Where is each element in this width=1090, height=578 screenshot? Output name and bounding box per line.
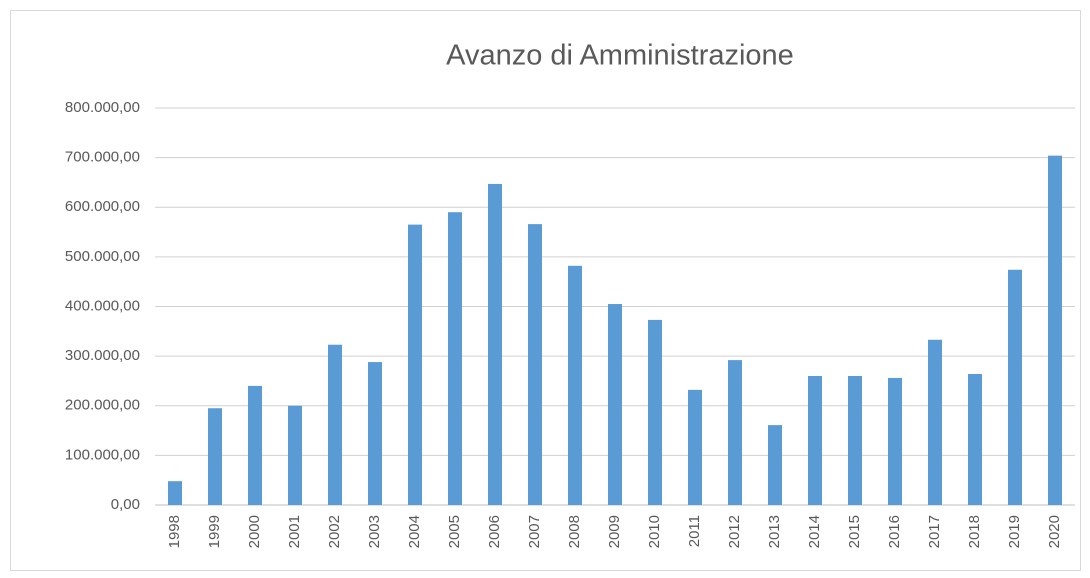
x-tick-label: 2006 (486, 515, 503, 548)
x-tick-label: 2000 (246, 515, 263, 548)
x-tick-label: 2018 (966, 515, 983, 548)
bar (1048, 155, 1062, 505)
bar (808, 375, 822, 505)
y-tick-label: 0,00 (111, 496, 140, 513)
bar (608, 304, 622, 505)
y-tick-label: 700.000,00 (65, 149, 140, 166)
x-tick-label: 2001 (286, 515, 303, 548)
y-tick-label: 500.000,00 (65, 248, 140, 265)
bar (648, 319, 662, 505)
bar (688, 389, 702, 505)
x-tick-label: 2010 (646, 515, 663, 548)
x-tick-label: 2009 (606, 515, 623, 548)
x-tick-label: 2007 (526, 515, 543, 548)
x-tick-label: 2016 (886, 515, 903, 548)
bar (768, 425, 782, 505)
bar (168, 481, 182, 505)
bar (568, 265, 582, 505)
bar (1008, 269, 1022, 505)
x-tick-label: 2013 (766, 515, 783, 548)
y-tick-label: 300.000,00 (65, 347, 140, 364)
x-tick-label: 2003 (366, 515, 383, 548)
y-tick-label: 200.000,00 (65, 397, 140, 414)
x-tick-label: 2004 (406, 515, 423, 548)
bar (248, 385, 262, 505)
x-tick-label: 2008 (566, 515, 583, 548)
chart-title: Avanzo di Amministrazione (446, 40, 794, 72)
x-tick-label: 2012 (726, 515, 743, 548)
bar (888, 377, 902, 505)
bar (408, 224, 422, 505)
y-tick-label: 800.000,00 (65, 99, 140, 116)
bar (288, 405, 302, 505)
bar (928, 339, 942, 505)
bar (488, 183, 502, 505)
x-tick-label: 2002 (326, 515, 343, 548)
x-tick-label: 2020 (1046, 515, 1063, 548)
bar (328, 344, 342, 505)
x-tick-label: 2014 (806, 515, 823, 548)
bar (728, 360, 742, 505)
y-tick-label: 100.000,00 (65, 446, 140, 463)
bar (208, 408, 222, 505)
x-tick-label: 2017 (926, 515, 943, 548)
bar (448, 212, 462, 505)
x-tick-label: 2019 (1006, 515, 1023, 548)
bar (368, 362, 382, 505)
x-tick-label: 2011 (686, 515, 703, 547)
bar (528, 224, 542, 505)
bar (968, 373, 982, 505)
bar (848, 375, 862, 505)
x-tick-label: 2015 (846, 515, 863, 548)
x-tick-label: 1999 (206, 515, 223, 548)
y-tick-label: 600.000,00 (65, 198, 140, 215)
chart-frame (10, 10, 1081, 571)
y-tick-label: 400.000,00 (65, 297, 140, 314)
x-tick-label: 1998 (166, 515, 183, 548)
x-tick-label: 2005 (446, 515, 463, 548)
